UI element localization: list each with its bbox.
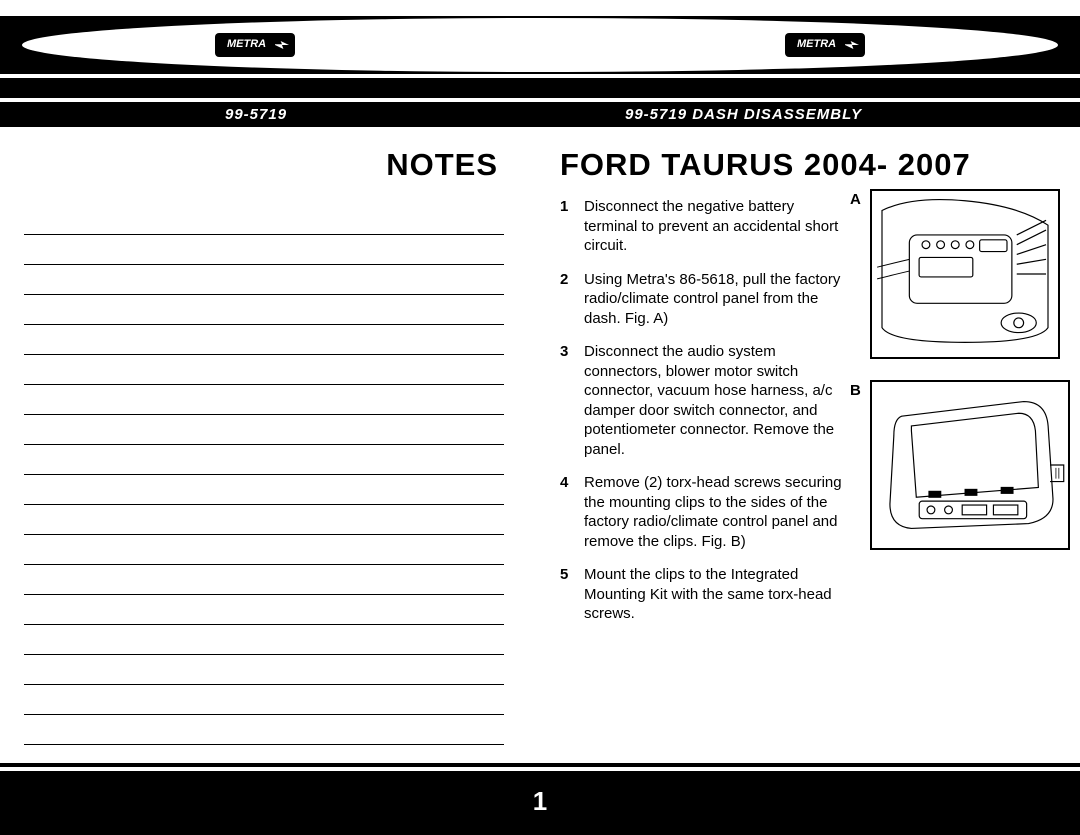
note-line — [24, 565, 504, 595]
note-line — [24, 415, 504, 445]
step: 2Using Metra's 86-5618, pull the factory… — [560, 270, 844, 329]
steps-list: 1Disconnect the negative battery termina… — [560, 197, 844, 624]
metra-logo-left — [215, 33, 295, 57]
step: 3Disconnect the audio system connectors,… — [560, 342, 844, 459]
top-black-strip — [0, 78, 1080, 98]
note-line — [24, 595, 504, 625]
step: 1Disconnect the negative battery termina… — [560, 197, 844, 256]
note-line — [24, 655, 504, 685]
step-number: 2 — [560, 270, 576, 329]
note-line — [24, 235, 504, 265]
instructions-column: FORD TAURUS 2004- 2007 1Disconnect the n… — [540, 127, 1080, 765]
note-lines — [24, 205, 504, 745]
note-line — [24, 205, 504, 235]
note-line — [24, 445, 504, 475]
step-text: Using Metra's 86-5618, pull the factory … — [584, 270, 844, 329]
vehicle-title: FORD TAURUS 2004- 2007 — [560, 147, 1056, 183]
figure-b-label: B — [850, 382, 861, 399]
note-line — [24, 715, 504, 745]
note-line — [24, 685, 504, 715]
note-line — [24, 355, 504, 385]
note-line — [24, 295, 504, 325]
header-right: 99-5719 DASH DISASSEMBLY — [625, 106, 862, 123]
notes-title: NOTES — [24, 147, 504, 183]
step-number: 4 — [560, 473, 576, 551]
note-line — [24, 505, 504, 535]
page-number: 1 — [533, 786, 547, 817]
note-line — [24, 385, 504, 415]
note-line — [24, 535, 504, 565]
figure-b — [870, 380, 1070, 550]
step: 4Remove (2) torx-head screws securing th… — [560, 473, 844, 551]
step: 5Mount the clips to the Integrated Mount… — [560, 565, 844, 624]
metra-logo-right — [785, 33, 865, 57]
step-text: Disconnect the audio system connectors, … — [584, 342, 844, 459]
notes-column: NOTES — [0, 127, 540, 765]
step-text: Disconnect the negative battery terminal… — [584, 197, 844, 256]
header-left-code: 99-5719 — [225, 106, 287, 123]
header-right-code: 99-5719 — [625, 106, 687, 123]
content-area: NOTES FORD TAURUS 2004- 2007 1Disconnect… — [0, 127, 1080, 765]
step-number: 5 — [560, 565, 576, 624]
figure-a-label: A — [850, 191, 861, 208]
header-right-title: DASH DISASSEMBLY — [692, 106, 862, 123]
figure-a — [870, 189, 1060, 359]
step-number: 3 — [560, 342, 576, 459]
note-line — [24, 475, 504, 505]
step-number: 1 — [560, 197, 576, 256]
note-line — [24, 325, 504, 355]
note-line — [24, 265, 504, 295]
step-text: Remove (2) torx-head screws securing the… — [584, 473, 844, 551]
bottom-thin-strip — [0, 763, 1080, 767]
step-text: Mount the clips to the Integrated Mounti… — [584, 565, 844, 624]
top-white-ellipse — [22, 18, 1058, 72]
header-bar: 99-5719 99-5719 DASH DISASSEMBLY — [0, 102, 1080, 127]
note-line — [24, 625, 504, 655]
